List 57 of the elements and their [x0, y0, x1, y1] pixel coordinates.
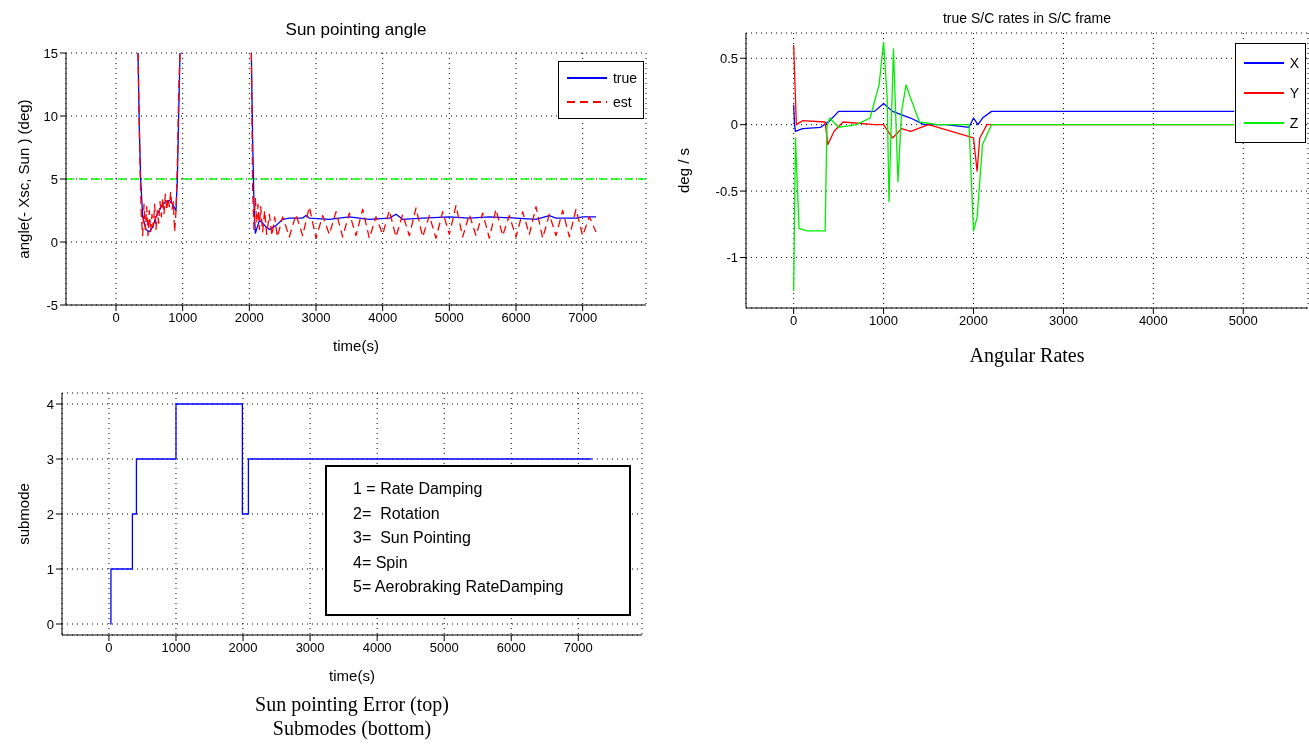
y-tick-label: 10: [43, 108, 58, 124]
x-tick-label: 4000: [362, 640, 392, 656]
x-tick-label: 7000: [563, 640, 593, 656]
line-series: [793, 41, 1235, 292]
y-tick-label: 15: [43, 45, 58, 61]
x-tick-label: 5000: [429, 640, 459, 656]
y-tick-label: 0: [730, 117, 738, 133]
x-tick-label: 2000: [234, 310, 264, 326]
y-tick-label: -0.5: [715, 183, 738, 199]
x-tick-label: 7000: [568, 310, 598, 326]
x-tick-label: 3000: [301, 310, 331, 326]
annotation: 3= Sun Pointing: [353, 528, 472, 548]
x-tick-label: 3000: [1048, 313, 1078, 329]
legend-label: Z: [1289, 115, 1299, 131]
y-tick-label: 3: [46, 451, 54, 467]
chart-title: true S/C rates in S/C frame: [941, 10, 1113, 26]
y-tick-label: 2: [46, 506, 54, 522]
x-tick-label: 1000: [161, 640, 191, 656]
y-tick-label: 0.5: [719, 50, 738, 66]
annotation: 4= Spin: [353, 552, 409, 573]
x-tick-label: 5000: [434, 310, 464, 326]
y-tick-label: 0: [50, 234, 58, 250]
annotation: 2= Rotation: [353, 503, 441, 524]
y-tick-label: 4: [46, 396, 54, 412]
x-tick-label: 1000: [869, 313, 899, 329]
legend-label: Y: [1289, 85, 1299, 101]
y-axis-title: angle(- Xsc, Sun ) (deg): [15, 99, 33, 259]
x-tick-label: 2000: [959, 313, 988, 329]
x-tick-label: 2000: [228, 640, 258, 656]
y-tick-label: 1: [46, 561, 54, 577]
x-tick-label: 4000: [1138, 313, 1168, 329]
line-series: [793, 102, 1235, 132]
x-tick-label: 4000: [368, 310, 398, 326]
text: Sun pointing Error (top) Submodes (bottom): [254, 692, 450, 740]
x-axis-title: time(s): [333, 337, 379, 354]
y-tick-label: -5: [46, 297, 58, 313]
y-tick-label: -1: [726, 250, 738, 266]
chart-title: Sun pointing angle: [284, 20, 428, 40]
y-axis-title: submode: [15, 483, 33, 545]
x-axis-title: time(s): [329, 667, 375, 684]
x-tick-label: 1000: [168, 310, 198, 326]
x-tick-label: 6000: [501, 310, 531, 326]
x-tick-label: 5000: [1228, 313, 1258, 329]
legend-label: est: [612, 94, 632, 110]
legend-label: X: [1289, 55, 1299, 71]
x-tick-label: 0: [112, 310, 120, 326]
x-tick-label: 6000: [496, 640, 526, 656]
y-tick-label: 0: [46, 616, 54, 632]
x-tick-label: 0: [105, 640, 113, 656]
annotation: 1 = Rate Damping: [353, 479, 484, 499]
y-tick-label: 5: [50, 171, 58, 187]
y-axis-title: deg / s: [675, 147, 693, 194]
x-tick-label: 0: [790, 313, 798, 329]
legend-label: true: [612, 70, 637, 86]
text: Angular Rates: [969, 343, 1085, 367]
x-tick-label: 3000: [295, 640, 325, 656]
annotation: 5= Aerobraking RateDamping: [353, 577, 565, 597]
